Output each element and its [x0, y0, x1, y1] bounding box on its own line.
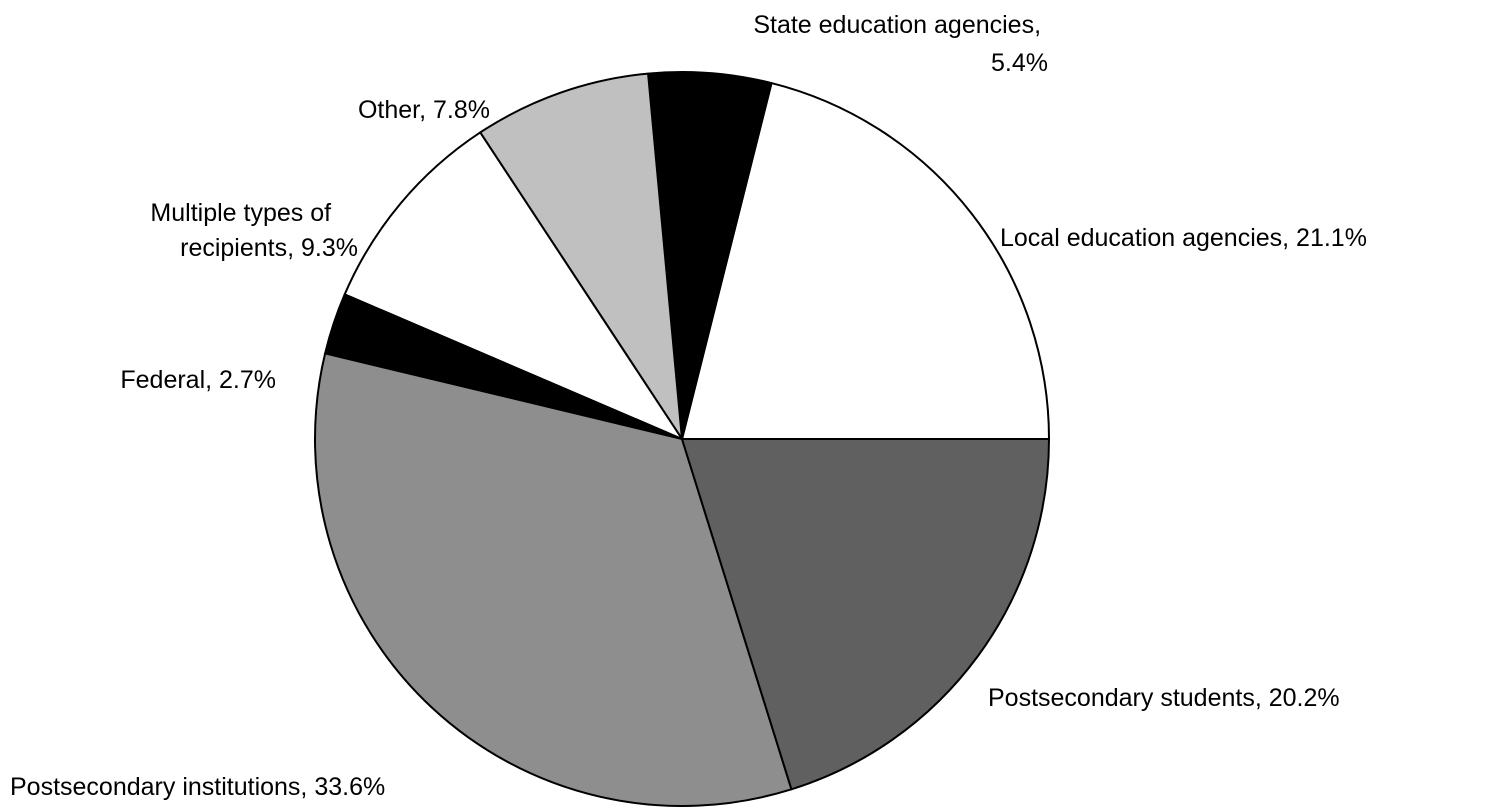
label-multiple-types-of-recipients: Multiple types of recipients, 9.3%	[150, 199, 358, 262]
label-postsecondary-students: Postsecondary students, 20.2%	[988, 684, 1340, 712]
label-federal: Federal, 2.7%	[120, 366, 276, 394]
pie-labels: Local education agencies, 21.1% State ed…	[10, 11, 1367, 801]
pie-slices	[314, 71, 1050, 807]
slice-local-education-agencies	[681, 82, 1050, 440]
slice-postsecondary-students	[681, 438, 1050, 791]
slice-other	[479, 72, 683, 440]
label-postsecondary-institutions: Postsecondary institutions, 33.6%	[10, 773, 385, 801]
slice-multiple-types-of-recipients	[343, 131, 683, 440]
label-other: Other, 7.8%	[358, 96, 490, 124]
label-local-education-agencies: Local education agencies, 21.1%	[1000, 224, 1367, 252]
slice-postsecondary-institutions	[314, 352, 793, 807]
label-state-education-agencies: State education agencies, 5.4%	[753, 11, 1048, 77]
